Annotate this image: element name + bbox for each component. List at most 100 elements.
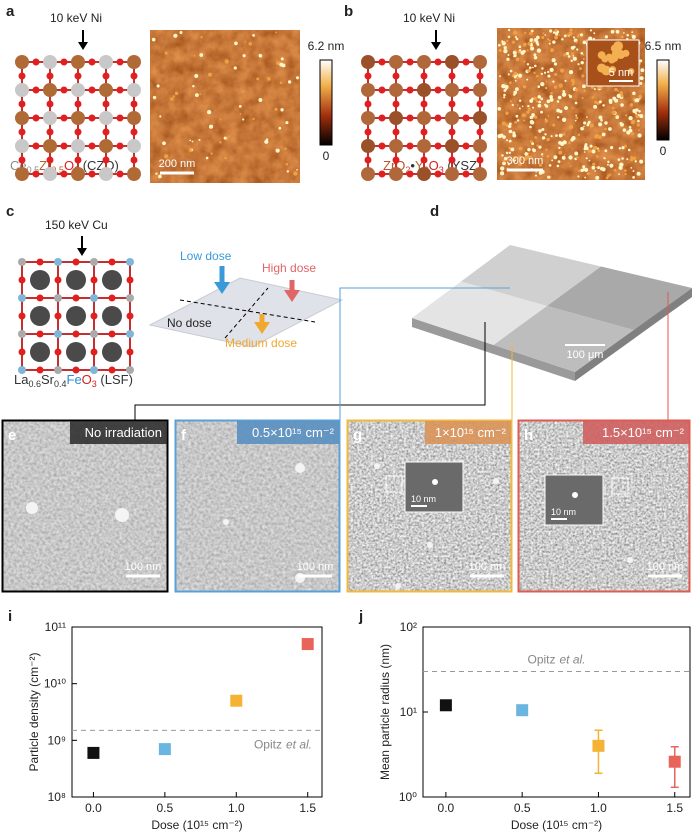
atom (420, 156, 428, 164)
atom (126, 276, 134, 284)
afm-feature (548, 164, 552, 167)
afm-feature (533, 53, 537, 57)
afm-feature (571, 52, 574, 56)
afm-feature (512, 131, 516, 135)
atom (88, 58, 96, 66)
atom (99, 139, 113, 153)
formula-part: 2 (405, 165, 410, 175)
afm-feature (614, 87, 618, 92)
particle (223, 519, 229, 525)
atom (102, 100, 110, 108)
scale-bar-label: 100 nm (647, 561, 684, 573)
afm-feature (219, 118, 222, 121)
afm-feature (620, 35, 624, 39)
afm-feature (637, 114, 640, 116)
afm-feature (616, 93, 621, 98)
afm-feature (523, 119, 526, 122)
atom (18, 100, 26, 108)
afm-feature (533, 71, 536, 75)
afm-feature (530, 46, 535, 51)
scale-bar-label: 10 nm (411, 494, 436, 504)
afm-feature (544, 133, 547, 136)
afm-feature (637, 119, 640, 123)
afm-feature (583, 121, 587, 125)
atom (74, 72, 82, 80)
afm-feature (533, 64, 537, 68)
afm-feature (551, 159, 554, 162)
dose-label: High dose (262, 261, 316, 275)
afm-feature (593, 104, 598, 109)
afm-feature (572, 56, 577, 61)
afm-feature (591, 149, 596, 154)
afm-feature (570, 78, 575, 83)
atom (476, 100, 484, 108)
atom (116, 114, 124, 122)
afm-feature (502, 159, 505, 163)
x-tick-label: 0.5 (514, 801, 531, 815)
afm-feature (639, 81, 643, 85)
atom (445, 139, 459, 153)
afm-feature (576, 35, 580, 38)
afm-feature (594, 134, 599, 139)
afm-feature (552, 80, 555, 83)
atom (364, 100, 372, 108)
afm-feature (284, 147, 287, 151)
afm-feature (591, 165, 596, 170)
afm-feature (554, 28, 558, 32)
atom (364, 128, 372, 136)
afm-feature (621, 146, 625, 150)
afm-feature (544, 119, 549, 123)
afm-feature (618, 165, 623, 170)
afm-feature (556, 100, 560, 103)
atom (448, 156, 456, 164)
point (87, 746, 100, 759)
atom (108, 294, 116, 302)
reference-name: et al. (286, 737, 312, 751)
afm-feature (640, 68, 645, 73)
afm-feature (583, 151, 586, 153)
x-tick-label: 0.5 (157, 801, 174, 815)
header-box (70, 421, 167, 444)
afm-feature (242, 118, 245, 121)
afm-feature (520, 50, 525, 55)
atom (116, 86, 124, 94)
panel-label: f (181, 427, 187, 444)
afm-feature (572, 36, 576, 39)
atom (126, 294, 134, 302)
afm-feature (626, 130, 631, 135)
atom (473, 55, 487, 69)
afm-feature (507, 73, 510, 76)
afm-feature (170, 97, 174, 101)
atom (60, 58, 68, 66)
atom (361, 83, 375, 97)
reference-label: Opitz et al. (527, 652, 585, 666)
dose-arrow-head (284, 290, 300, 302)
atom (54, 276, 62, 284)
afm-feature (507, 28, 511, 32)
formula-part: (CZO) (79, 158, 119, 173)
atom (406, 170, 414, 178)
afm-feature (569, 28, 573, 32)
atom (378, 86, 386, 94)
afm-feature (556, 116, 560, 119)
afm-feature (639, 114, 644, 119)
zoom-box (611, 477, 629, 495)
afm-feature (574, 119, 577, 122)
afm-feature (503, 48, 508, 54)
afm-feature (555, 31, 558, 34)
atom (30, 306, 50, 326)
afm-feature (516, 119, 520, 122)
particle (572, 492, 578, 498)
afm-feature (548, 39, 551, 42)
afm-feature (630, 155, 633, 159)
atom (18, 258, 26, 266)
afm-feature (501, 41, 506, 46)
afm-feature (506, 57, 510, 61)
afm-feature (296, 169, 298, 171)
afm-feature (625, 114, 628, 117)
afm-feature (501, 121, 506, 126)
atom (43, 139, 57, 153)
x-tick-label: 0.0 (85, 801, 102, 815)
afm-feature (563, 154, 566, 156)
afm-feature (540, 72, 543, 75)
